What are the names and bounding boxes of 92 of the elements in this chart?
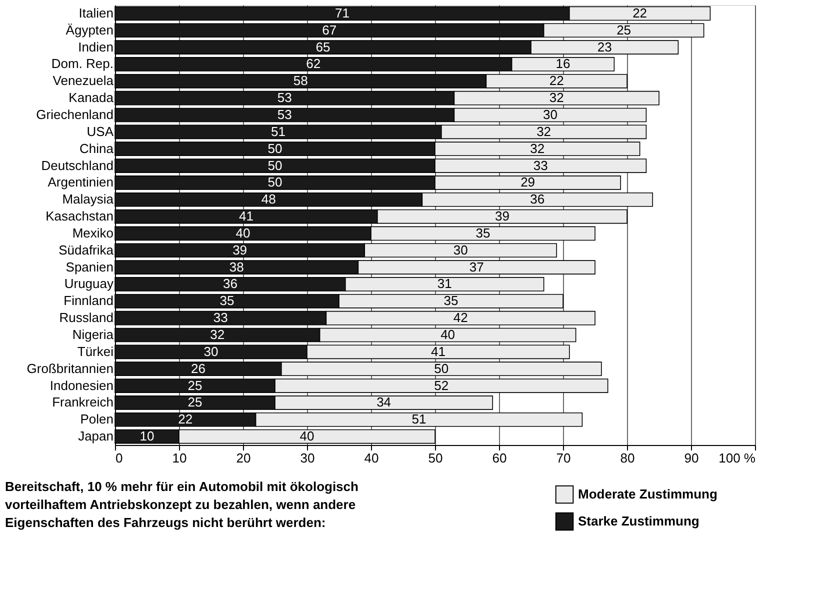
data-label: 35: [444, 293, 458, 308]
y-tick-label: Kanada: [68, 90, 114, 106]
y-tick-label: Italien: [78, 5, 114, 20]
text: Bereitschaft, 10 % mehr für ein Automobil mit ökologisch vorteilhaftem Antriebskonzept zu bezahlen, wenn andere Eigenschaften des Fahrzeugs nicht berührt werden:: [5, 479, 359, 530]
data-label: 34: [376, 394, 392, 410]
data-label: 51: [270, 124, 286, 139]
data-label: 25: [188, 394, 202, 410]
y-tick-label: Spanien: [66, 259, 114, 274]
x-tick-label: 100 %: [718, 450, 756, 466]
data-label: 41: [430, 344, 446, 359]
y-tick-label: China: [80, 140, 114, 156]
x-tick-label: 50: [428, 450, 443, 466]
y-tick-label: Nigeria: [72, 327, 114, 342]
data-label: 30: [204, 344, 218, 359]
data-label: 39: [232, 242, 248, 258]
data-label: 58: [293, 73, 308, 88]
data-label: 25: [616, 22, 632, 38]
y-tick-label: Kasachstan: [46, 208, 114, 224]
data-label: 36: [222, 276, 238, 292]
y-tick-label: Venezuela: [52, 73, 114, 88]
data-label: 16: [556, 56, 570, 72]
y-tick-label: Südafrika: [58, 242, 114, 258]
x-tick-label: 0: [116, 450, 123, 466]
x-tick-label: 30: [300, 450, 315, 466]
y-tick-label: Mexiko: [72, 225, 114, 240]
data-label: 31: [437, 276, 452, 292]
data-label: 33: [213, 310, 228, 326]
data-label: 32: [210, 327, 225, 342]
data-label: 32: [536, 124, 552, 139]
data-label: 22: [549, 73, 564, 88]
data-label: 30: [453, 242, 468, 258]
x-tick-label: 10: [172, 450, 187, 466]
y-tick-label: Russland: [59, 310, 114, 326]
y-tick-label: Türkei: [77, 344, 114, 359]
data-label: 36: [530, 192, 545, 207]
data-label: 53: [277, 107, 292, 122]
y-tick-label: Uruguay: [64, 276, 114, 292]
y-tick-label: Finnland: [64, 293, 114, 308]
y-tick-label: USA: [86, 124, 114, 139]
data-label: 37: [469, 259, 484, 274]
data-label: 25: [188, 378, 202, 393]
y-tick-label: Frankreich: [52, 394, 114, 410]
y-tick-label: Argentinien: [48, 174, 114, 190]
data-label: 41: [238, 208, 254, 224]
y-tick-label: Polen: [80, 412, 114, 427]
data-label: 51: [412, 412, 426, 427]
data-label: 50: [268, 158, 282, 173]
data-label: 71: [334, 5, 350, 20]
data-label: 53: [277, 90, 292, 106]
x-tick-label: 20: [236, 450, 251, 466]
data-label: 42: [453, 310, 468, 326]
legend-label: Moderate Zustimmung: [578, 486, 718, 502]
data-label: 32: [549, 90, 564, 106]
data-label: 62: [306, 56, 321, 72]
data-label: 33: [533, 158, 548, 173]
x-tick-label: 80: [620, 450, 635, 466]
data-label: 52: [434, 378, 449, 393]
x-tick-label: 90: [684, 450, 699, 466]
x-tick-label: 40: [364, 450, 379, 466]
y-tick-label: Dom. Rep.: [51, 56, 114, 72]
data-label: 50: [268, 174, 282, 190]
legend-label: Starke Zustimmung: [578, 514, 700, 528]
data-label: 50: [434, 360, 449, 376]
y-tick-label: Indonesien: [50, 378, 114, 393]
data-label: 22: [632, 5, 648, 20]
data-label: 29: [520, 174, 536, 190]
data-label: 40: [236, 225, 250, 240]
y-tick-label: Ägypten: [66, 22, 114, 38]
data-label: 26: [190, 360, 206, 376]
x-tick-label: 70: [556, 450, 571, 466]
y-tick-label: Deutschland: [41, 158, 114, 173]
data-label: 40: [440, 327, 456, 342]
y-tick-label: Griechenland: [36, 107, 114, 122]
y-tick-label: Malaysia: [62, 192, 114, 207]
data-label: 39: [494, 208, 510, 224]
y-tick-label: Großbritannien: [26, 360, 114, 376]
data-label: 23: [597, 39, 612, 54]
y-tick-label: Japan: [78, 428, 114, 444]
data-label: 10: [140, 428, 154, 444]
data-label: 30: [542, 107, 558, 122]
x-tick-label: 60: [492, 450, 507, 466]
data-label: 67: [322, 22, 337, 38]
data-label: 50: [268, 140, 282, 156]
y-tick-label: Indien: [78, 39, 114, 54]
data-label: 35: [220, 293, 234, 308]
data-label: 38: [229, 259, 244, 274]
data-label: 35: [476, 225, 490, 240]
data-label: 65: [316, 39, 330, 54]
data-label: 40: [300, 428, 314, 444]
data-label: 22: [178, 412, 193, 427]
data-label: 32: [530, 140, 545, 156]
data-label: 48: [261, 192, 276, 207]
